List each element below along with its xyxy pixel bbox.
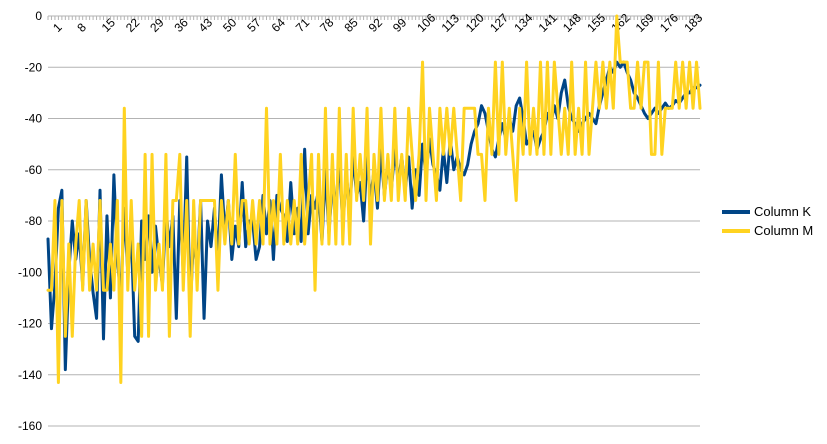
y-tick-label: -20	[25, 60, 43, 74]
x-tick-label: 113	[439, 11, 463, 35]
x-tick-label: 183	[681, 11, 705, 35]
x-tick-label: 8	[74, 20, 89, 35]
x-tick-label: 120	[463, 11, 487, 35]
legend: Column K Column M	[722, 204, 813, 238]
y-tick-label: -140	[18, 368, 42, 382]
x-tick-label: 176	[657, 11, 681, 35]
series-lines	[46, 14, 702, 384]
x-tick-label: 29	[147, 15, 167, 35]
x-tick-label: 57	[244, 15, 264, 35]
x-tick-label: 141	[536, 11, 560, 35]
y-tick-label: -120	[18, 317, 42, 331]
x-tick-label: 148	[560, 11, 584, 35]
legend-label: Column M	[754, 223, 813, 238]
x-tick-label: 36	[172, 15, 192, 35]
x-tick-label: 127	[487, 11, 511, 35]
series-line-column-m	[46, 14, 702, 384]
x-tick-label: 50	[220, 15, 240, 35]
x-tick-label: 15	[99, 15, 119, 35]
x-tick-label: 169	[633, 11, 657, 35]
x-tick-label: 92	[366, 15, 386, 35]
x-tick-label: 71	[293, 15, 313, 35]
x-tick-label: 1	[50, 20, 65, 35]
y-tick-label: -60	[25, 163, 43, 177]
y-tick-label: -100	[18, 265, 42, 279]
y-tick-label: 0	[35, 9, 42, 23]
y-axis-tick-labels: 0 -20 -40 -60 -80 -100 -120 -140 -160	[18, 9, 42, 433]
x-tick-label: 162	[608, 11, 632, 35]
x-tick-label: 106	[414, 11, 438, 35]
y-tick-label: -80	[25, 214, 43, 228]
legend-label: Column K	[754, 204, 811, 219]
x-tick-label: 85	[341, 15, 361, 35]
x-tick-label: 78	[317, 15, 337, 35]
x-tick-label: 43	[196, 15, 216, 35]
x-tick-label: 22	[123, 15, 143, 35]
x-axis-tick-labels: 1 8 15 22 29 36 43 50 57 64 71 78 85 92 99 106 113 120 127…	[50, 11, 705, 35]
x-tick-label: 134	[511, 11, 535, 35]
y-tick-label: -160	[18, 419, 42, 433]
x-axis-ticks	[47, 16, 701, 20]
x-tick-label: 64	[269, 15, 289, 35]
x-tick-label: 155	[584, 11, 608, 35]
x-tick-label: 99	[390, 15, 410, 35]
y-tick-label: -40	[25, 112, 43, 126]
